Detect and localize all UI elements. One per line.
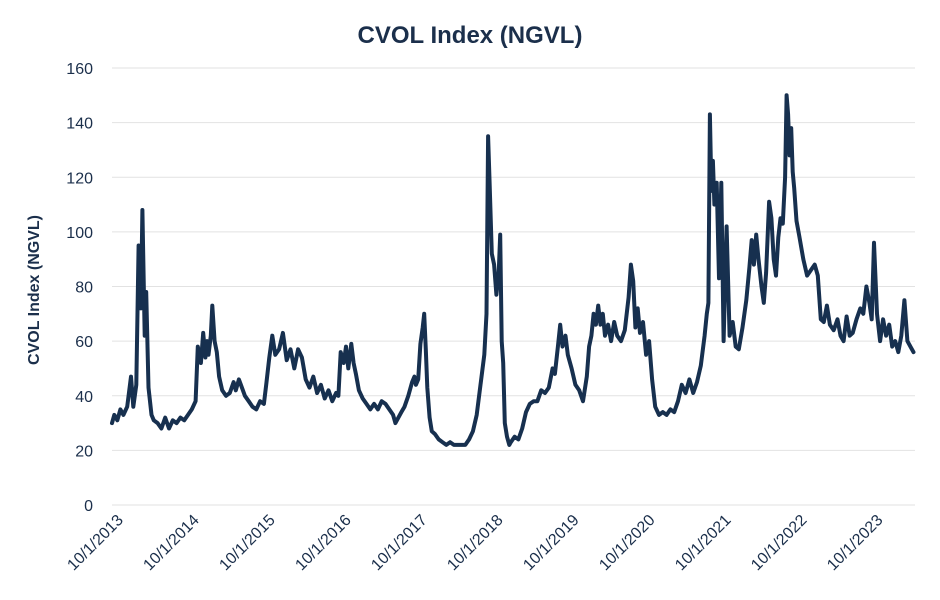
y-tick-label: 140 <box>66 116 93 133</box>
series-line-0 <box>110 93 916 447</box>
y-tick-label: 40 <box>75 389 93 406</box>
y-tick-label: 0 <box>84 498 93 515</box>
x-axis-ticks: 10/1/2013 10/1/2014 10/1/2015 10/1/2016 10/1… <box>64 512 886 574</box>
y-tick-label: 80 <box>75 280 93 297</box>
x-tick-label: 10/1/2022 <box>748 512 810 574</box>
y-tick-label: 120 <box>66 170 93 187</box>
x-tick-label: 10/1/2017 <box>368 512 430 574</box>
y-axis-label: CVOL Index (NGVL) <box>26 215 43 365</box>
y-tick-label: 20 <box>75 443 93 460</box>
y-tick-label: 100 <box>66 225 93 242</box>
x-tick-label: 10/1/2023 <box>824 512 886 574</box>
x-tick-label: 10/1/2020 <box>596 512 658 574</box>
x-tick-label: 10/1/2018 <box>444 512 506 574</box>
chart-title: CVOL Index (NGVL) <box>358 22 583 49</box>
x-tick-label: 10/1/2016 <box>292 512 354 574</box>
series-group <box>110 93 916 447</box>
x-tick-label: 10/1/2014 <box>140 512 202 574</box>
x-tick-label: 10/1/2015 <box>216 512 278 574</box>
x-tick-label: 10/1/2021 <box>672 512 734 574</box>
y-tick-label: 160 <box>66 61 93 78</box>
y-axis-ticks: 0 20 40 60 80 100 120 140 160 <box>66 61 93 515</box>
x-tick-label: 10/1/2019 <box>520 512 582 574</box>
y-tick-label: 60 <box>75 334 93 351</box>
x-tick-label: 10/1/2013 <box>64 512 126 574</box>
